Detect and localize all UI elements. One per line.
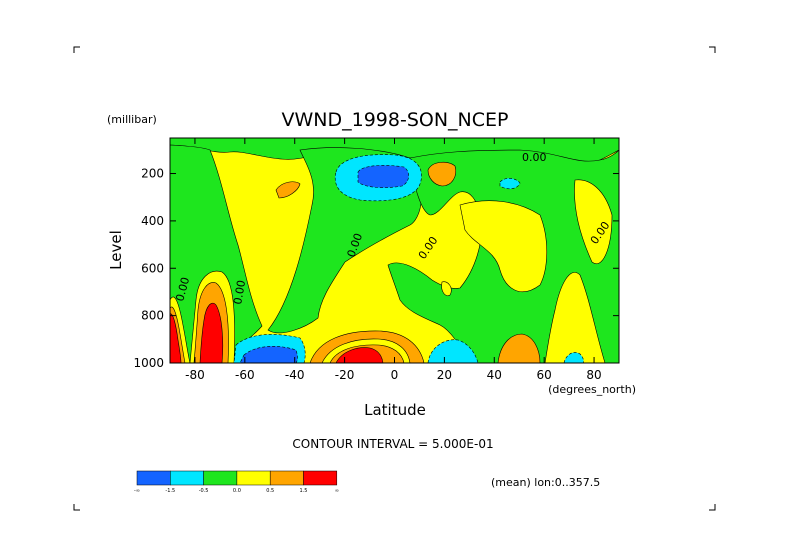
orange-upper-pocket-2 <box>427 161 457 187</box>
colorbar-swatch-1 <box>170 470 204 486</box>
colorbar-label-6: ∞ <box>335 488 339 494</box>
x-tick-label-1: -60 <box>235 368 255 382</box>
red-equatorial-core <box>335 347 384 363</box>
red-south-lobe-1 <box>170 313 182 363</box>
y-tick-label-1: 400 <box>141 214 164 228</box>
x-tick-label-5: 20 <box>437 368 452 382</box>
contour-label-southern: 0.00 <box>173 276 192 303</box>
x-tick-label-3: -20 <box>335 368 355 382</box>
x-tick-label-6: 40 <box>487 368 502 382</box>
contour-interval-text: CONTOUR INTERVAL = 5.000E-01 <box>292 437 493 451</box>
x-tick-label-2: -40 <box>285 368 305 382</box>
x-tick-label-7: 60 <box>537 368 552 382</box>
cyan-upper-small <box>499 178 521 190</box>
red-south-lobe-2 <box>199 302 224 363</box>
yellow-island-small <box>441 281 452 297</box>
y-tick-label-4: 1000 <box>133 356 164 370</box>
y-axis: 200 400 600 800 1000 <box>133 167 619 370</box>
x-tick-label-4: 0 <box>391 368 399 382</box>
colorbar-label-2: -0.5 <box>199 488 209 494</box>
yellow-inset-north <box>459 200 548 292</box>
blue-south-surface <box>239 346 298 363</box>
cyan-north-surface <box>427 339 479 363</box>
y-tick-label-2: 600 <box>141 261 164 275</box>
orange-upper-pocket-1 <box>275 181 301 199</box>
orange-north-surface <box>497 333 541 363</box>
colorbar-swatch-2 <box>203 470 238 486</box>
colorbar-swatch-3 <box>236 470 271 486</box>
y-tick-label-3: 800 <box>141 309 164 323</box>
y-tick-label-0: 200 <box>141 167 164 181</box>
x-tick-label-8: 80 <box>586 368 601 382</box>
chart-title: VWND_1998-SON_NCEP <box>281 109 508 131</box>
colorbar-label-5: 1.5 <box>300 488 308 494</box>
colorbar-swatch-4 <box>269 470 304 486</box>
y-axis-title: Level <box>107 230 125 270</box>
colorbar-label-1: -1.5 <box>165 488 175 494</box>
corner-marks <box>73 46 716 511</box>
colorbar-label-4: 0.5 <box>266 488 274 494</box>
contour-fill <box>170 138 619 363</box>
colorbar: -∞ -1.5 -0.5 0.0 0.5 1.5 ∞ <box>134 470 339 494</box>
x-axis-title: Latitude <box>364 401 426 419</box>
x-units-label: (degrees_north) <box>548 383 636 396</box>
y-units-label: (millibar) <box>107 113 157 126</box>
cyan-north-small <box>563 352 584 363</box>
colorbar-swatch-5 <box>303 470 338 486</box>
x-tick-label-0: -80 <box>185 368 205 382</box>
contour-label-top-right: 0.00 <box>522 151 547 164</box>
blue-upper-jet <box>357 165 409 188</box>
x-axis: -80 -60 -40 -20 0 20 40 60 80 <box>185 138 602 382</box>
colorbar-label-0: -∞ <box>134 488 140 494</box>
colorbar-label-3: 0.0 <box>233 488 241 494</box>
colorbar-swatch-0 <box>136 470 171 486</box>
contour-label-south2: 0.00 <box>231 279 248 305</box>
mean-text: (mean) lon:0..357.5 <box>491 476 600 489</box>
yellow-inset-right <box>574 179 613 264</box>
